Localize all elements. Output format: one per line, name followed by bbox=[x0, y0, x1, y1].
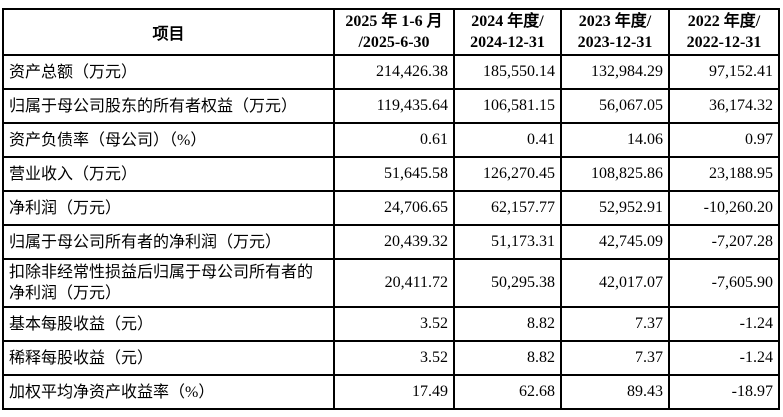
column-header-period-2025: 2025 年 1-6 月 /2025-6-30 bbox=[333, 8, 455, 56]
cell-value: -10,260.20 bbox=[668, 190, 780, 226]
cell-value: 36,174.32 bbox=[668, 88, 780, 124]
cell-value: -18.97 bbox=[668, 374, 780, 410]
cell-value: 56,067.05 bbox=[560, 88, 670, 124]
column-header-item: 项目 bbox=[2, 8, 335, 56]
table-header: 项目 2025 年 1-6 月 /2025-6-30 2024 年度/ 2024… bbox=[2, 8, 780, 56]
cell-value: 7.37 bbox=[560, 306, 670, 342]
cell-value: 89.43 bbox=[560, 374, 670, 410]
cell-value: 126,270.45 bbox=[453, 156, 562, 192]
cell-value: 42,017.07 bbox=[560, 258, 670, 308]
cell-value: 14.06 bbox=[560, 122, 670, 158]
table-row: 净利润（万元） 24,706.65 62,157.77 52,952.91 -10,26… bbox=[2, 190, 780, 226]
row-label: 资产总额（万元） bbox=[2, 54, 335, 90]
table-row: 稀释每股收益（元） 3.52 8.82 7.37 -1.24 bbox=[2, 340, 780, 376]
cell-value: 20,439.32 bbox=[333, 224, 455, 260]
cell-value: 42,745.09 bbox=[560, 224, 670, 260]
cell-value: 50,295.38 bbox=[453, 258, 562, 308]
cell-value: 0.97 bbox=[668, 122, 780, 158]
column-header-period-2022: 2022 年度/ 2022-12-31 bbox=[668, 8, 780, 56]
cell-value: 17.49 bbox=[333, 374, 455, 410]
table-row: 营业收入（万元） 51,645.58 126,270.45 108,825.86 23,… bbox=[2, 156, 780, 192]
cell-value: 3.52 bbox=[333, 340, 455, 376]
cell-value: -1.24 bbox=[668, 340, 780, 376]
cell-value: 132,984.29 bbox=[560, 54, 670, 90]
row-label: 扣除非经常性损益后归属于母公司所有者的净利润（万元） bbox=[2, 258, 335, 308]
table-row: 归属于母公司所有者的净利润（万元） 20,439.32 51,173.31 42,74… bbox=[2, 224, 780, 260]
cell-value: 51,173.31 bbox=[453, 224, 562, 260]
cell-value: 106,581.15 bbox=[453, 88, 562, 124]
cell-value: -7,207.28 bbox=[668, 224, 780, 260]
cell-value: -1.24 bbox=[668, 306, 780, 342]
column-header-period-2023: 2023 年度/ 2023-12-31 bbox=[560, 8, 670, 56]
table-row: 归属于母公司股东的所有者权益（万元） 119,435.64 106,581.15 56… bbox=[2, 88, 780, 124]
cell-value: 3.52 bbox=[333, 306, 455, 342]
table-row: 扣除非经常性损益后归属于母公司所有者的净利润（万元） 20,411.72 50,29… bbox=[2, 258, 780, 308]
table-row: 资产总额（万元） 214,426.38 185,550.14 132,984.29 97… bbox=[2, 54, 780, 90]
cell-value: 0.61 bbox=[333, 122, 455, 158]
cell-value: 62.68 bbox=[453, 374, 562, 410]
cell-value: 0.41 bbox=[453, 122, 562, 158]
table-row: 资产负债率（母公司）（%） 0.61 0.41 14.06 0.97 bbox=[2, 122, 780, 158]
financial-summary-table: 项目 2025 年 1-6 月 /2025-6-30 2024 年度/ 2024… bbox=[2, 8, 780, 410]
cell-value: 62,157.77 bbox=[453, 190, 562, 226]
cell-value: 185,550.14 bbox=[453, 54, 562, 90]
row-label: 基本每股收益（元） bbox=[2, 306, 335, 342]
cell-value: 8.82 bbox=[453, 340, 562, 376]
cell-value: 8.82 bbox=[453, 306, 562, 342]
row-label: 加权平均净资产收益率（%） bbox=[2, 374, 335, 410]
row-label: 稀释每股收益（元） bbox=[2, 340, 335, 376]
table-header-row: 项目 2025 年 1-6 月 /2025-6-30 2024 年度/ 2024… bbox=[2, 8, 780, 56]
row-label: 归属于母公司股东的所有者权益（万元） bbox=[2, 88, 335, 124]
row-label: 净利润（万元） bbox=[2, 190, 335, 226]
cell-value: 23,188.95 bbox=[668, 156, 780, 192]
table-row: 基本每股收益（元） 3.52 8.82 7.37 -1.24 bbox=[2, 306, 780, 342]
cell-value: 51,645.58 bbox=[333, 156, 455, 192]
table-body: 资产总额（万元） 214,426.38 185,550.14 132,984.29 97… bbox=[2, 54, 780, 410]
row-label: 归属于母公司所有者的净利润（万元） bbox=[2, 224, 335, 260]
cell-value: 97,152.41 bbox=[668, 54, 780, 90]
cell-value: 119,435.64 bbox=[333, 88, 455, 124]
column-header-period-2024: 2024 年度/ 2024-12-31 bbox=[453, 8, 562, 56]
cell-value: 7.37 bbox=[560, 340, 670, 376]
cell-value: 24,706.65 bbox=[333, 190, 455, 226]
cell-value: 108,825.86 bbox=[560, 156, 670, 192]
cell-value: 20,411.72 bbox=[333, 258, 455, 308]
row-label: 资产负债率（母公司）（%） bbox=[2, 122, 335, 158]
cell-value: -7,605.90 bbox=[668, 258, 780, 308]
cell-value: 214,426.38 bbox=[333, 54, 455, 90]
table-row: 加权平均净资产收益率（%） 17.49 62.68 89.43 -18.97 bbox=[2, 374, 780, 410]
row-label: 营业收入（万元） bbox=[2, 156, 335, 192]
cell-value: 52,952.91 bbox=[560, 190, 670, 226]
